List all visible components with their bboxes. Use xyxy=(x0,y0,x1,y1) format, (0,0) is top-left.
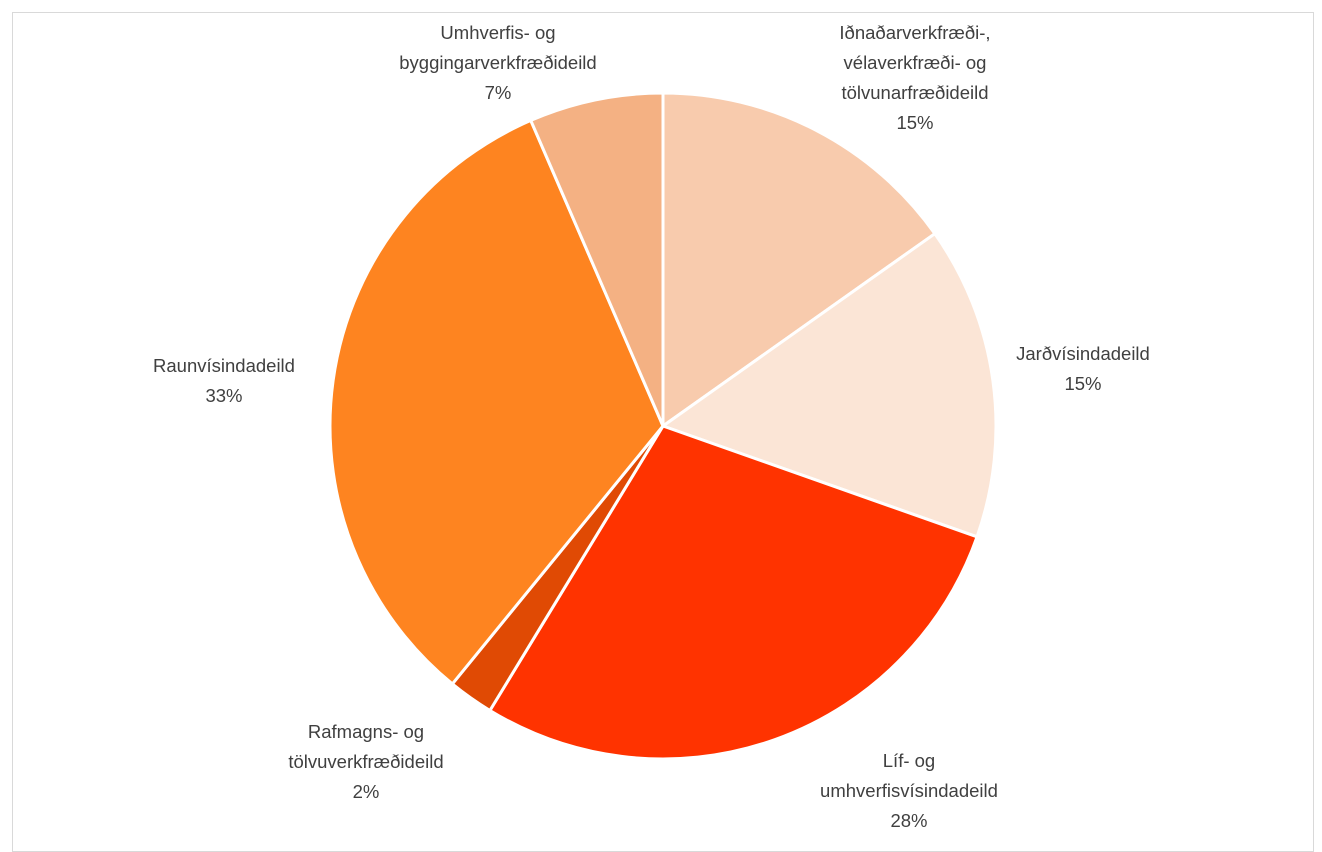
data-label-percent: 15% xyxy=(1064,373,1101,394)
data-label-category: umhverfisvísindadeild xyxy=(820,780,998,801)
data-labels: Iðnaðarverkfræði-, vélaverkfræði- og tölvu… xyxy=(153,22,1150,827)
pie-slice-4 xyxy=(328,118,665,686)
data-label-percent: 15% xyxy=(896,112,933,133)
data-label-category: Rafmagns- og xyxy=(308,721,424,742)
data-label-category: Raunvísindadeild xyxy=(153,355,295,376)
data-label-percent: 33% xyxy=(205,385,242,406)
data-label-percent: 28% xyxy=(890,810,927,827)
pie-slice-1 xyxy=(661,232,998,539)
pie-slices xyxy=(328,91,998,761)
data-label-category: byggingarverkfræðideild xyxy=(399,52,596,73)
data-label-0: Iðnaðarverkfræði-, vélaverkfræði- og tölvu… xyxy=(839,22,990,133)
data-label-5: Umhverfis- og byggingarverkfræðideild 7% xyxy=(399,22,596,103)
data-label-category: Jarðvísindadeild xyxy=(1016,343,1150,364)
data-label-4: Raunvísindadeild 33% xyxy=(153,355,295,406)
data-label-category: Umhverfis- og xyxy=(440,22,555,43)
data-label-category: tölvunarfræðideild xyxy=(841,82,988,103)
data-label-category: tölvuverkfræðideild xyxy=(288,751,443,772)
data-label-category: vélaverkfræði- og xyxy=(844,52,987,73)
pie-slice-0 xyxy=(661,91,937,428)
pie-slice-2 xyxy=(488,424,979,761)
data-label-3: Rafmagns- og tölvuverkfræðideild 2% xyxy=(288,721,443,802)
data-label-percent: 7% xyxy=(485,82,512,103)
data-label-percent: 2% xyxy=(353,781,380,802)
data-label-category: Líf- og xyxy=(883,750,935,771)
data-label-category: Iðnaðarverkfræði-, xyxy=(839,22,990,43)
pie-chart: Iðnaðarverkfræði-, vélaverkfræði- og tölvu… xyxy=(153,22,1150,827)
pie-slice-5 xyxy=(529,91,665,428)
data-label-2: Líf- og umhverfisvísindadeild 28% xyxy=(820,750,998,827)
data-label-1: Jarðvísindadeild 15% xyxy=(1016,343,1150,394)
